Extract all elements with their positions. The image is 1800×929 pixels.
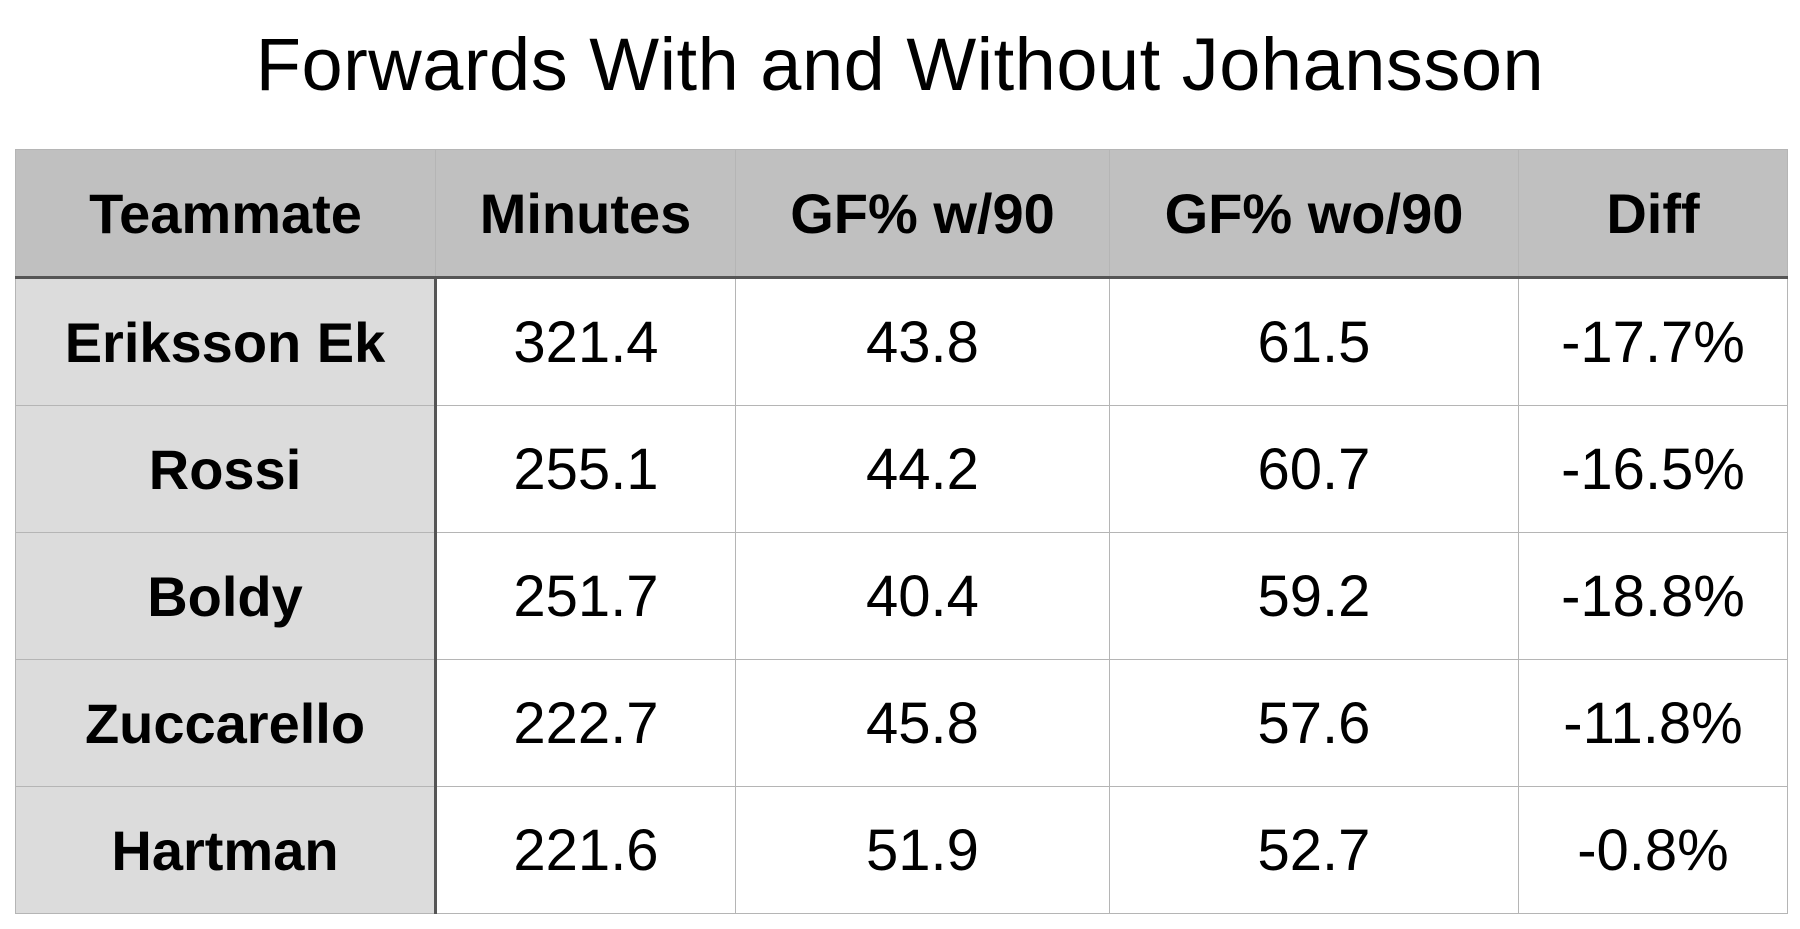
cell-gf-with: 44.2 <box>735 405 1110 533</box>
cell-diff: -18.8% <box>1518 532 1788 660</box>
table-row: Eriksson Ek 321.4 43.8 61.5 -17.7% <box>15 277 1788 406</box>
table-row: Rossi 255.1 44.2 60.7 -16.5% <box>15 405 1788 533</box>
header-gf-without: GF% wo/90 <box>1109 149 1519 279</box>
cell-gf-without: 57.6 <box>1109 659 1519 787</box>
cell-gf-without: 52.7 <box>1109 786 1519 914</box>
cell-minutes: 321.4 <box>435 277 736 406</box>
cell-gf-without: 59.2 <box>1109 532 1519 660</box>
chart-title: Forwards With and Without Johansson <box>255 23 1545 106</box>
cell-minutes: 251.7 <box>435 532 736 660</box>
cell-teammate: Rossi <box>15 405 437 533</box>
cell-gf-with: 51.9 <box>735 786 1110 914</box>
cell-diff: -0.8% <box>1518 786 1788 914</box>
cell-diff: -11.8% <box>1518 659 1788 787</box>
cell-minutes: 221.6 <box>435 786 736 914</box>
cell-gf-with: 43.8 <box>735 277 1110 406</box>
cell-teammate: Zuccarello <box>15 659 437 787</box>
cell-teammate: Boldy <box>15 532 437 660</box>
header-gf-with: GF% w/90 <box>735 149 1110 279</box>
table-row: Hartman 221.6 51.9 52.7 -0.8% <box>15 786 1788 914</box>
stats-table: Teammate Minutes GF% w/90 GF% wo/90 Diff… <box>15 149 1788 914</box>
cell-gf-without: 60.7 <box>1109 405 1519 533</box>
table-row: Zuccarello 222.7 45.8 57.6 -11.8% <box>15 659 1788 787</box>
header-minutes: Minutes <box>435 149 736 279</box>
cell-minutes: 255.1 <box>435 405 736 533</box>
cell-diff: -16.5% <box>1518 405 1788 533</box>
header-teammate: Teammate <box>15 149 436 279</box>
cell-diff: -17.7% <box>1518 277 1788 406</box>
cell-gf-without: 61.5 <box>1109 277 1519 406</box>
cell-gf-with: 40.4 <box>735 532 1110 660</box>
cell-teammate: Hartman <box>15 786 437 914</box>
cell-minutes: 222.7 <box>435 659 736 787</box>
table-row: Boldy 251.7 40.4 59.2 -18.8% <box>15 532 1788 660</box>
cell-gf-with: 45.8 <box>735 659 1110 787</box>
cell-teammate: Eriksson Ek <box>15 277 437 406</box>
header-row: Teammate Minutes GF% w/90 GF% wo/90 Diff <box>15 149 1788 279</box>
header-diff: Diff <box>1518 149 1788 279</box>
